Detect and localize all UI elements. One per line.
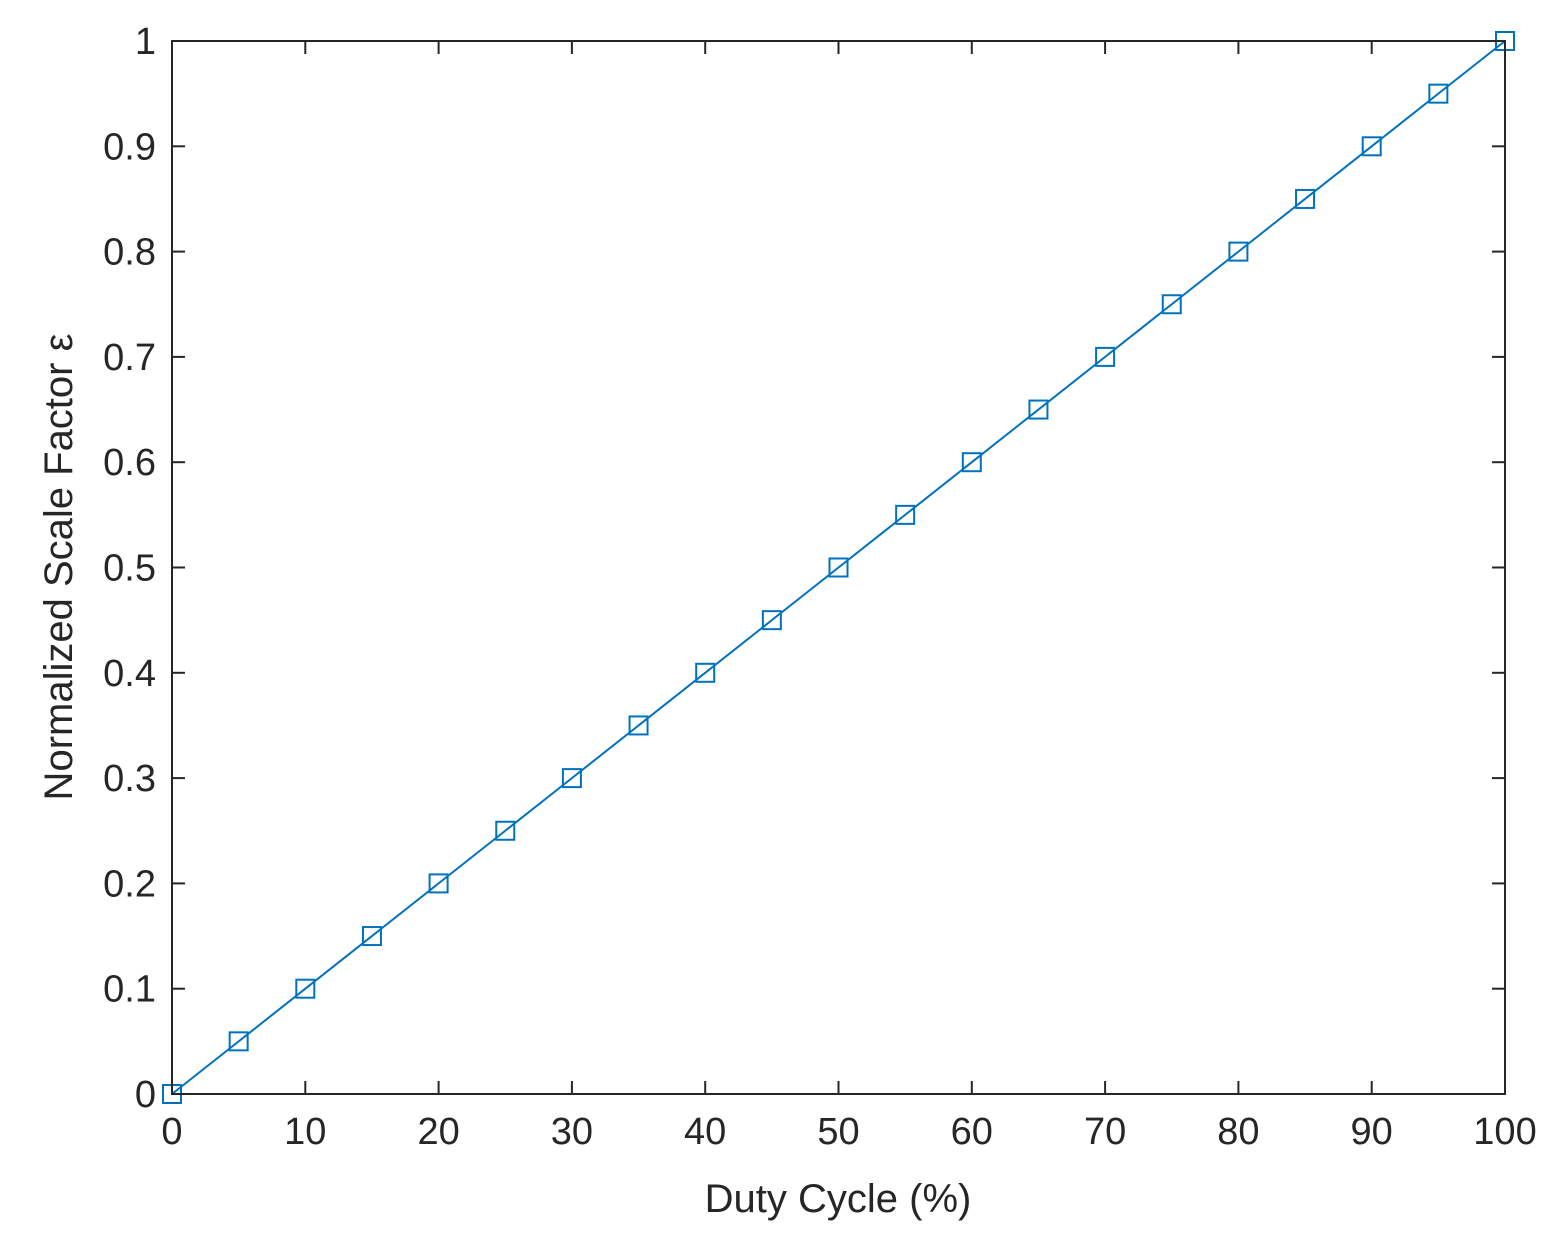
data-point-marker [495, 820, 516, 841]
data-point-marker [1361, 136, 1382, 157]
x-tick-label: 100 [1473, 1111, 1536, 1153]
plot-frame [171, 40, 1506, 1095]
data-point-marker [361, 926, 382, 947]
y-tick-label: 0.5 [103, 548, 156, 590]
data-point-marker [1161, 294, 1182, 315]
data-point-marker [1428, 83, 1449, 104]
y-tick-label: 0.3 [103, 758, 156, 800]
y-tick-label: 0.2 [103, 863, 156, 905]
y-tick-label: 0.9 [103, 126, 156, 168]
x-tick-label: 80 [1217, 1111, 1259, 1153]
x-tick-label: 10 [284, 1111, 326, 1153]
series-line [171, 40, 1506, 1095]
data-point-marker [1028, 399, 1049, 420]
x-tick-label: 50 [817, 1111, 859, 1153]
data-point-marker [895, 504, 916, 525]
y-axis-label: Normalized Scale Factor ε [37, 333, 81, 800]
x-axis-label: Duty Cycle (%) [705, 1177, 972, 1221]
data-point-marker [761, 610, 782, 631]
tick-labels: 0 10 20 30 40 50 60 70 80 90 100 0 0.1 0.2 0.3 0.4 0.5 0.… [103, 21, 1537, 1153]
data-point-marker [1228, 241, 1249, 262]
data-point-marker [1095, 346, 1116, 367]
data-point-marker [428, 873, 449, 894]
x-tick-label: 0 [161, 1111, 182, 1153]
y-tick-label: 0.8 [103, 232, 156, 274]
x-tick-label: 20 [417, 1111, 459, 1153]
data-point-marker [561, 768, 582, 789]
y-tick-label: 0.7 [103, 337, 156, 379]
data-point-marker [628, 715, 649, 736]
x-tick-label: 40 [684, 1111, 726, 1153]
x-tick-label: 60 [951, 1111, 993, 1153]
data-point-marker [828, 557, 849, 578]
x-tick-label: 30 [551, 1111, 593, 1153]
data-point-marker [295, 978, 316, 999]
y-tick-label: 0.1 [103, 969, 156, 1011]
x-tick-label: 70 [1084, 1111, 1126, 1153]
x-tick-label: 90 [1351, 1111, 1393, 1153]
y-tick-label: 0.4 [103, 653, 156, 695]
data-point-marker [695, 662, 716, 683]
data-point-marker [228, 1031, 249, 1052]
y-tick-label: 0 [135, 1074, 156, 1116]
y-tick-label: 1 [135, 21, 156, 63]
data-point-marker [1295, 188, 1316, 209]
y-tick-label: 0.6 [103, 442, 156, 484]
data-point-marker [961, 452, 982, 473]
